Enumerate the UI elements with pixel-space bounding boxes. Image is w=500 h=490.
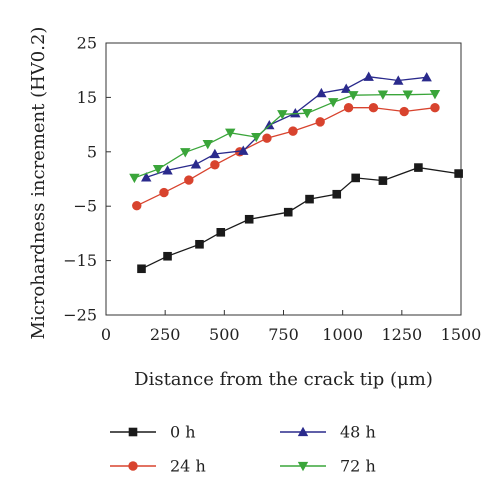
data-point (315, 117, 325, 127)
y-axis-title: Microhardness increment (HV0.2) (28, 27, 49, 340)
data-point (159, 187, 169, 198)
data-point (402, 90, 413, 100)
data-point (377, 90, 389, 100)
data-point (277, 110, 288, 120)
x-tick-label: 1250 (381, 325, 422, 344)
data-point (328, 98, 339, 108)
data-point (414, 163, 423, 172)
data-point (393, 75, 404, 85)
y-axis-ticks: 25 15 5 −5 −15 −25 (63, 34, 111, 325)
data-point (305, 194, 314, 204)
data-point (301, 109, 313, 119)
x-axis-ticks: 0 250 500 750 1000 1250 1500 (101, 310, 481, 344)
data-point (290, 107, 301, 118)
data-point (399, 106, 409, 117)
y-tick-label: 15 (77, 88, 97, 107)
legend: 0 h 24 h 48 h 72 h (110, 423, 376, 476)
legend-item: 72 h (280, 457, 376, 476)
x-tick-label: 750 (268, 325, 299, 344)
data-point (251, 132, 262, 143)
x-tick-label: 1000 (322, 325, 363, 344)
data-point (430, 103, 440, 113)
data-point (202, 140, 213, 150)
data-point (454, 169, 463, 178)
series-0-h (137, 163, 463, 274)
x-tick-label: 250 (150, 325, 181, 344)
x-tick-label: 1500 (441, 325, 482, 344)
data-point (137, 264, 146, 274)
data-point (288, 126, 298, 136)
data-point (152, 165, 164, 175)
series-layer (129, 71, 463, 274)
legend-marker (297, 426, 309, 437)
legend-marker (128, 427, 138, 437)
data-point (190, 159, 202, 169)
y-tick-label: 25 (77, 34, 97, 53)
legend-label: 48 h (340, 423, 376, 442)
legend-marker (297, 461, 309, 472)
legend-marker (128, 461, 138, 471)
data-point (343, 103, 354, 113)
y-tick-label: −5 (73, 197, 97, 216)
x-axis-title: Distance from the crack tip (μm) (134, 369, 433, 390)
data-point (129, 173, 140, 184)
data-point (283, 207, 293, 217)
data-point (363, 71, 374, 81)
data-point (421, 72, 432, 82)
data-point (238, 145, 249, 155)
y-tick-label: −25 (63, 306, 97, 325)
data-point (195, 239, 204, 249)
data-point (264, 119, 275, 130)
legend-item: 0 h (110, 423, 196, 442)
data-point (141, 172, 152, 182)
legend-label: 72 h (340, 457, 376, 476)
data-point (351, 173, 360, 183)
x-tick-label: 0 (101, 325, 111, 344)
data-point (348, 91, 359, 101)
x-tick-label: 500 (209, 325, 240, 344)
data-point (209, 148, 221, 159)
legend-item: 24 h (110, 457, 206, 476)
data-point (341, 83, 352, 93)
y-tick-label: 5 (87, 142, 97, 161)
legend-label: 0 h (170, 423, 196, 442)
data-point (210, 160, 220, 170)
data-point (132, 200, 142, 211)
data-point (262, 133, 272, 143)
data-point (429, 89, 441, 100)
data-point (180, 148, 191, 158)
data-point (378, 176, 388, 185)
series-72-h (129, 89, 441, 184)
legend-item: 48 h (280, 423, 376, 442)
data-point (316, 87, 327, 98)
data-point (184, 175, 194, 185)
data-point (368, 103, 379, 113)
data-point (216, 228, 226, 237)
y-tick-label: −15 (63, 251, 97, 270)
series-line (141, 166, 459, 270)
data-point (162, 165, 173, 175)
legend-label: 24 h (170, 457, 206, 476)
data-point (225, 128, 236, 138)
data-point (332, 189, 342, 199)
data-point (244, 214, 254, 224)
data-point (163, 251, 172, 261)
